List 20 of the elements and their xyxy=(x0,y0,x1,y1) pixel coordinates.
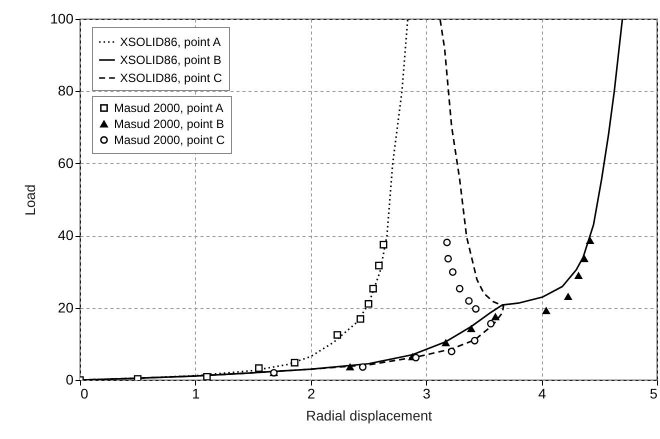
y-axis-title: Load xyxy=(22,184,38,216)
y-tick-label: 60 xyxy=(58,154,74,171)
legend-label: XSOLID86, point A xyxy=(120,35,221,49)
y-tick-label: 20 xyxy=(58,299,74,316)
x-axis-title: Radial displacement xyxy=(306,408,432,424)
y-tick-label: 0 xyxy=(66,372,74,388)
x-tick-label: 2 xyxy=(307,386,316,402)
x-tick-label: 1 xyxy=(192,386,200,402)
x-tick-label: 5 xyxy=(650,386,658,402)
legend-label: XSOLID86, point B xyxy=(120,53,222,67)
y-tick-label: 40 xyxy=(58,227,74,244)
x-tick-label: 4 xyxy=(538,386,546,402)
y-tick-label: 80 xyxy=(58,82,74,99)
y-tick-label: 100 xyxy=(50,10,74,26)
x-tick-label: 0 xyxy=(80,386,88,402)
legend-label: Masud 2000, point B xyxy=(114,117,224,131)
legend-label: Masud 2000, point A xyxy=(114,101,224,115)
x-tick-label: 3 xyxy=(422,386,431,402)
legend-label: Masud 2000, point C xyxy=(114,133,226,147)
legend-label: XSOLID86, point C xyxy=(120,71,222,85)
